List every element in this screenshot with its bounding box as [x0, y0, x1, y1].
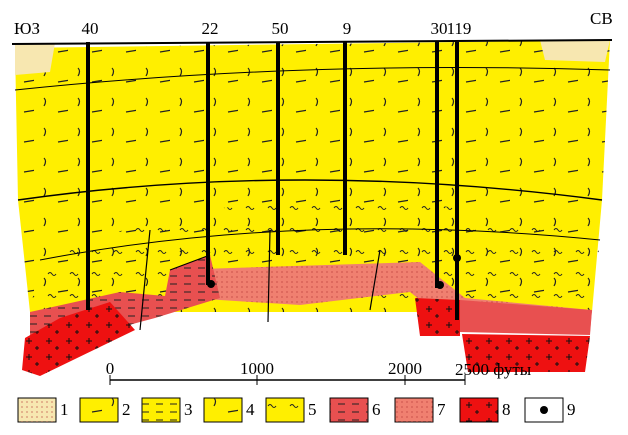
legend-swatch-pattern: [266, 398, 304, 422]
well-number: 50: [272, 19, 289, 38]
legend: 1 2 3 4 5 6 7 8 9: [18, 398, 576, 422]
well-number: 40: [82, 19, 99, 38]
legend-swatch-pattern: [395, 398, 433, 422]
scale-end-label: 2500 футы: [455, 360, 532, 379]
well-number: 9: [343, 19, 352, 38]
scale-label: 1000: [240, 359, 274, 378]
legend-dot: [540, 406, 548, 414]
legend-number: 8: [502, 400, 511, 419]
sample-point: [436, 281, 444, 289]
geologic-section: 40 22 50 9 30119 1 2 3 4 5 6 7 8 9 ЮЗ СВ 0 1000 2000 2500…: [0, 0, 628, 435]
scale-label: 0: [106, 359, 115, 378]
legend-swatch-pattern: [142, 398, 180, 422]
legend-number: 1: [60, 400, 69, 419]
sample-point: [207, 280, 215, 288]
legend-number: 7: [437, 400, 446, 419]
scale-label: 2000: [388, 359, 422, 378]
legend-number: 4: [246, 400, 255, 419]
legend-number: 6: [372, 400, 381, 419]
well-number: 119: [447, 19, 472, 38]
orientation-right: СВ: [590, 9, 613, 28]
legend-number: 2: [122, 400, 131, 419]
orientation-left: ЮЗ: [14, 19, 40, 38]
sample-point: [453, 254, 461, 262]
legend-swatch-pattern: [18, 398, 56, 422]
legend-number: 3: [184, 400, 193, 419]
well-number: 30: [431, 19, 448, 38]
legend-number: 5: [308, 400, 317, 419]
legend-swatch-pattern: [204, 398, 242, 422]
well-number: 22: [202, 19, 219, 38]
legend-swatch-pattern: [80, 398, 118, 422]
section-body: [15, 40, 610, 376]
legend-swatch-pattern: [460, 398, 498, 422]
legend-number: 9: [567, 400, 576, 419]
legend-swatch-pattern: [330, 398, 368, 422]
